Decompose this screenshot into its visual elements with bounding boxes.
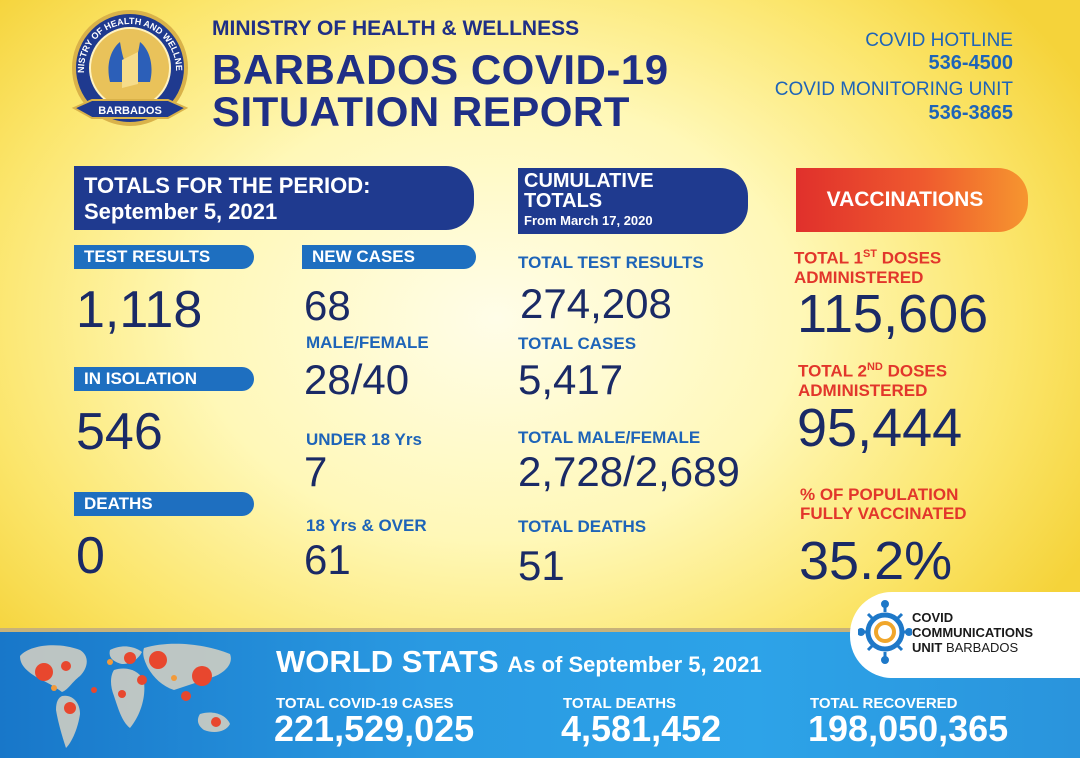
world-cases-value: 221,529,025 [274,708,475,749]
world-recovered-value: 198,050,365 [808,708,1009,749]
world-cases-label: TOTAL COVID-19 CASES [276,695,454,712]
pct-vaccinated-label-line2: FULLY VACCINATED [800,504,967,523]
period-banner-date: September 5, 2021 [84,199,278,224]
cumulative-banner-title-1: CUMULATIVE [524,170,654,192]
ccu-badge [850,592,1080,678]
world-deaths-value: 4,581,452 [561,708,722,749]
total-deaths-label: TOTAL DEATHS [518,517,647,536]
hotline-label: COVID HOTLINE [865,30,1013,51]
total-male-female-value: 2,728/2,689 [518,448,740,495]
world-recovered-label: TOTAL RECOVERED [810,695,958,712]
monitoring-unit-label: COVID MONITORING UNIT [774,79,1013,100]
deaths-value: 0 [76,527,105,585]
cumulative-banner-sub: From March 17, 2020 [524,213,653,228]
test-results-label: TEST RESULTS [74,245,254,269]
new-cases-label: NEW CASES [302,245,476,269]
cumulative-banner-title-2: TOTALS [524,190,603,212]
monitoring-unit-number: 536-3865 [928,102,1013,124]
first-doses-label-a: TOTAL 1 [794,248,863,268]
first-doses-label-line2: ADMINISTERED [794,267,924,287]
world-stats-title-main: WORLD STATS [276,644,499,679]
total-test-results-label: TOTAL TEST RESULTS [518,253,704,272]
ccu-line2: COMMUNICATIONS [912,625,1034,640]
ccu-text: COVID COMMUNICATIONS UNIT BARBADOS [912,610,1033,655]
isolation-label: IN ISOLATION [74,367,254,391]
period-banner: TOTALS FOR THE PERIOD: September 5, 2021 [74,166,474,230]
male-female-value: 28/40 [304,356,410,403]
first-doses-label: TOTAL 1ST DOSES ADMINISTERED [794,245,941,287]
total-test-results-value: 274,208 [520,280,672,327]
second-doses-label-line2: ADMINISTERED [798,380,928,400]
vaccinations-banner-title: VACCINATIONS [826,188,984,211]
ccu-virus-icon [858,600,912,664]
ccu-line3b: BARBADOS [942,640,1019,655]
pct-vaccinated-label-line1: % OF POPULATION [800,485,959,504]
over18-label: 18 Yrs & OVER [306,516,427,535]
under18-label: UNDER 18 Yrs [306,430,422,449]
ccu-line1: COVID [912,610,954,625]
world-stats-title: WORLD STATS As of September 5, 2021 [276,644,762,680]
cumulative-banner: CUMULATIVE TOTALS From March 17, 2020 [518,168,748,234]
report-title-line1: BARBADOS COVID-19 [212,46,669,93]
second-doses-sup: ND [866,361,883,373]
ministry-logo: MINISTRY OF HEALTH AND WELLNESS BARBADOS [62,8,189,126]
first-doses-value: 115,606 [797,284,989,344]
total-cases-label: TOTAL CASES [518,334,637,353]
report-title-line2: SITUATION REPORT [212,88,630,135]
under18-value: 7 [304,448,328,495]
new-cases-value: 68 [304,282,351,329]
first-doses-label-b: DOSES [877,248,942,268]
pct-vaccinated-value: 35.2% [799,531,953,591]
pct-vaccinated-label: % OF POPULATION FULLY VACCINATED [800,485,967,523]
total-cases-value: 5,417 [518,356,624,403]
ministry-name: MINISTRY OF HEALTH & WELLNESS [212,17,580,40]
total-deaths-value: 51 [518,542,565,589]
world-deaths-label: TOTAL DEATHS [563,695,677,712]
hotline-number: 536-4500 [928,52,1013,74]
world-stats-date: As of September 5, 2021 [507,652,762,677]
second-doses-value: 95,444 [797,398,963,458]
male-female-label: MALE/FEMALE [306,333,429,352]
period-banner-title: TOTALS FOR THE PERIOD: [84,173,371,198]
world-stats-divider [0,628,1080,632]
vaccinations-banner: VACCINATIONS [796,168,1028,232]
second-doses-label-b: DOSES [882,361,948,381]
total-male-female-label: TOTAL MALE/FEMALE [518,428,701,447]
report-title: BARBADOS COVID-19 SITUATION REPORT [212,49,669,133]
second-doses-label: TOTAL 2ND DOSES ADMINISTERED [798,358,947,400]
test-results-value: 1,118 [76,281,203,339]
logo-banner-text: BARBADOS [98,105,162,117]
deaths-label: DEATHS [74,492,254,516]
world-map-icon [20,643,231,748]
over18-value: 61 [304,536,351,583]
isolation-value: 546 [76,403,163,461]
ccu-line3a: UNIT [912,640,943,655]
second-doses-label-a: TOTAL 2 [798,361,867,381]
first-doses-sup: ST [862,248,878,260]
